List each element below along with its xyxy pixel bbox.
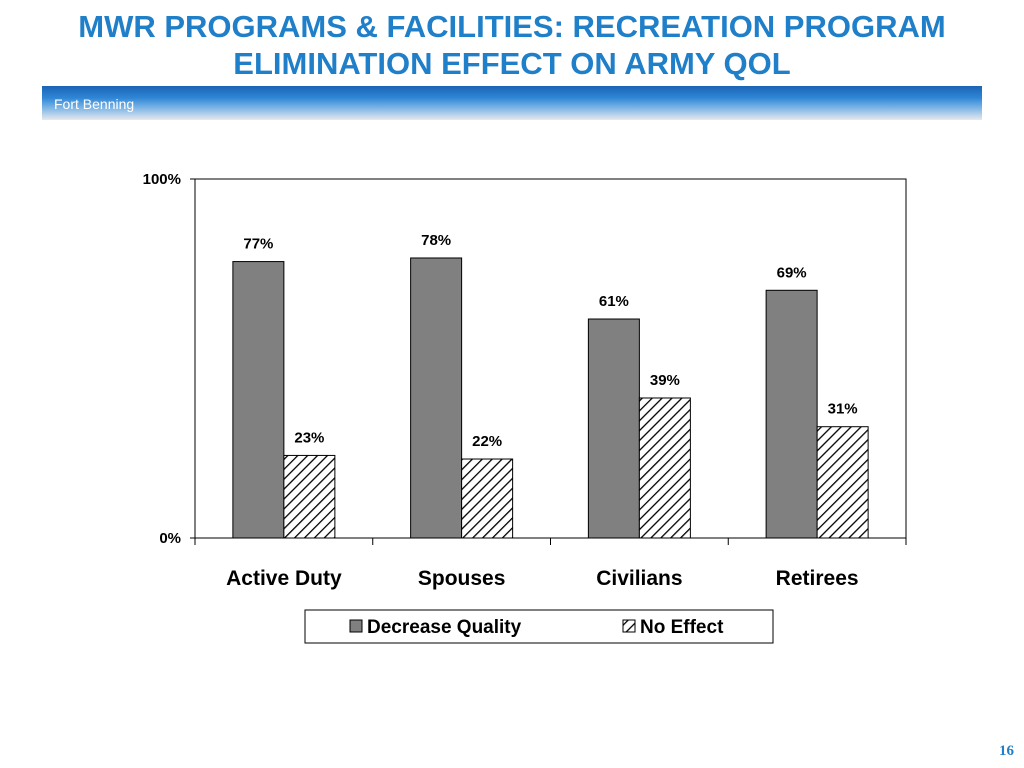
bar-decrease-quality xyxy=(232,261,285,539)
y-tick-label: 0% xyxy=(159,530,181,547)
data-label: 23% xyxy=(294,429,324,446)
data-label: 31% xyxy=(828,401,858,418)
x-category-label: Retirees xyxy=(776,567,859,590)
page-number: 16 xyxy=(999,743,1014,759)
data-label: 69% xyxy=(777,264,807,281)
bar-decrease-quality xyxy=(410,257,463,539)
x-category-label: Civilians xyxy=(596,567,682,590)
bar-no-effect xyxy=(816,426,869,539)
x-category-label: Active Duty xyxy=(226,567,342,590)
data-label: 61% xyxy=(599,293,629,310)
data-label: 22% xyxy=(472,433,502,450)
slide-title: MWR PROGRAMS & FACILITIES: RECREATION PR… xyxy=(0,8,1024,82)
bar-no-effect xyxy=(283,454,336,539)
legend-label: Decrease Quality xyxy=(367,617,522,638)
header-banner: Fort Benning xyxy=(42,86,982,120)
banner-label: Fort Benning xyxy=(54,96,135,112)
x-category-label: Spouses xyxy=(418,567,506,590)
data-label: 39% xyxy=(650,372,680,389)
title-line-1: MWR PROGRAMS & FACILITIES: RECREATION PR… xyxy=(78,9,946,44)
legend-swatch-no-effect xyxy=(622,619,636,633)
legend-swatch-decrease-quality xyxy=(349,619,363,633)
bar-no-effect xyxy=(638,397,691,539)
bar-no-effect xyxy=(461,458,514,539)
legend-label: No Effect xyxy=(640,617,724,638)
bar-decrease-quality xyxy=(587,318,640,539)
data-label: 77% xyxy=(243,236,273,253)
bar-decrease-quality xyxy=(765,289,818,539)
y-tick-label: 100% xyxy=(143,171,181,188)
data-label: 78% xyxy=(421,232,451,249)
legend xyxy=(304,609,774,644)
title-line-2: ELIMINATION EFFECT ON ARMY QOL xyxy=(233,46,791,81)
